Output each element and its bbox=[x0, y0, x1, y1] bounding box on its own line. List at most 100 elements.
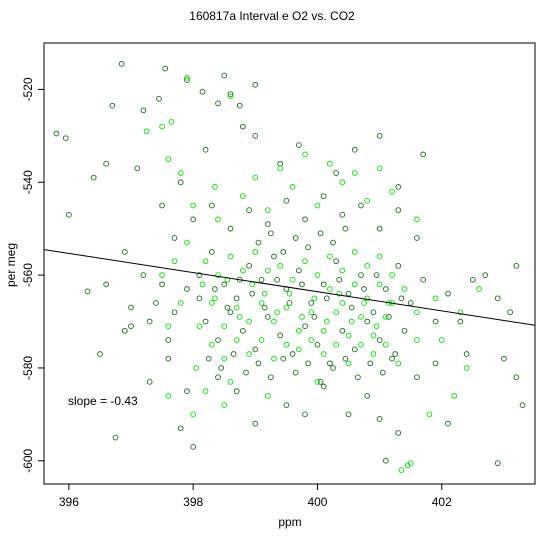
data-point bbox=[395, 262, 402, 269]
data-point bbox=[345, 332, 352, 339]
data-point bbox=[364, 392, 371, 399]
data-point bbox=[457, 318, 464, 325]
y-tick-label: -560 bbox=[21, 263, 35, 287]
data-point bbox=[193, 365, 200, 371]
data-point bbox=[370, 351, 377, 357]
data-point bbox=[171, 258, 178, 265]
data-point bbox=[202, 318, 209, 325]
data-point bbox=[215, 272, 221, 278]
y-tick-label: -540 bbox=[21, 170, 35, 194]
data-point bbox=[264, 207, 271, 213]
data-point bbox=[292, 235, 299, 241]
data-point bbox=[348, 304, 355, 311]
data-point bbox=[227, 379, 234, 385]
data-point bbox=[358, 314, 364, 320]
data-point bbox=[314, 379, 321, 385]
data-point bbox=[171, 309, 178, 316]
data-point bbox=[221, 323, 228, 330]
data-point bbox=[389, 188, 395, 195]
data-point bbox=[395, 184, 402, 190]
data-point bbox=[432, 318, 439, 325]
data-point bbox=[233, 295, 240, 302]
data-point bbox=[333, 170, 339, 176]
data-point bbox=[134, 165, 141, 172]
data-point bbox=[184, 286, 190, 292]
data-point bbox=[199, 88, 206, 95]
data-point bbox=[414, 337, 420, 343]
data-point bbox=[333, 309, 339, 316]
data-point bbox=[339, 179, 346, 186]
data-point bbox=[330, 239, 336, 246]
data-point bbox=[177, 425, 184, 432]
data-point bbox=[513, 374, 520, 381]
data-point bbox=[373, 323, 380, 330]
data-point bbox=[240, 267, 246, 274]
data-point bbox=[184, 74, 190, 81]
data-point bbox=[286, 290, 293, 297]
data-point bbox=[153, 300, 159, 306]
plot-frame bbox=[43, 42, 536, 485]
data-point bbox=[165, 355, 172, 362]
data-point bbox=[252, 249, 259, 255]
data-point bbox=[327, 253, 333, 260]
data-point bbox=[376, 225, 383, 232]
data-point bbox=[177, 170, 184, 176]
x-axis-label: ppm bbox=[278, 515, 301, 529]
data-point bbox=[121, 327, 128, 334]
data-point bbox=[308, 337, 315, 343]
data-point bbox=[165, 323, 172, 330]
data-point bbox=[382, 457, 389, 464]
data-point bbox=[311, 295, 318, 302]
data-point bbox=[513, 262, 520, 269]
data-point bbox=[302, 411, 308, 418]
data-point bbox=[463, 365, 470, 371]
x-tick-label: 400 bbox=[307, 495, 327, 509]
data-point bbox=[227, 91, 234, 97]
y-tick-label: -580 bbox=[21, 356, 35, 380]
data-point bbox=[236, 102, 243, 109]
data-point bbox=[320, 383, 327, 390]
data-point bbox=[351, 281, 358, 288]
data-point bbox=[407, 300, 414, 306]
data-point bbox=[432, 360, 439, 367]
data-point bbox=[128, 304, 134, 311]
data-point bbox=[398, 467, 405, 473]
data-point bbox=[289, 351, 296, 357]
data-point bbox=[215, 374, 221, 381]
data-point bbox=[177, 300, 184, 306]
data-point bbox=[345, 290, 352, 297]
data-point bbox=[286, 300, 293, 306]
data-point bbox=[196, 323, 203, 330]
data-point bbox=[277, 332, 284, 339]
data-point bbox=[208, 341, 215, 348]
data-point bbox=[501, 355, 507, 362]
data-point bbox=[199, 281, 206, 288]
data-point bbox=[252, 81, 259, 88]
data-point bbox=[345, 360, 352, 367]
data-point bbox=[258, 337, 265, 343]
data-point bbox=[240, 193, 246, 200]
data-point bbox=[202, 146, 209, 153]
data-point bbox=[295, 142, 302, 148]
data-point bbox=[376, 281, 383, 288]
data-point bbox=[84, 288, 91, 295]
data-point bbox=[246, 262, 252, 269]
data-point bbox=[302, 216, 308, 223]
data-point bbox=[336, 276, 343, 283]
data-point bbox=[168, 119, 175, 125]
data-point bbox=[342, 225, 349, 232]
data-point bbox=[323, 318, 330, 325]
data-point bbox=[227, 309, 234, 316]
data-point bbox=[289, 184, 296, 190]
data-point bbox=[103, 281, 110, 288]
data-point bbox=[271, 318, 277, 325]
data-point bbox=[268, 374, 274, 381]
data-point bbox=[221, 402, 228, 408]
data-point bbox=[221, 72, 228, 79]
data-point bbox=[426, 411, 433, 418]
data-point bbox=[202, 388, 209, 395]
data-point bbox=[208, 300, 215, 306]
data-point bbox=[351, 249, 358, 255]
data-point bbox=[249, 290, 256, 297]
data-point bbox=[264, 267, 271, 274]
